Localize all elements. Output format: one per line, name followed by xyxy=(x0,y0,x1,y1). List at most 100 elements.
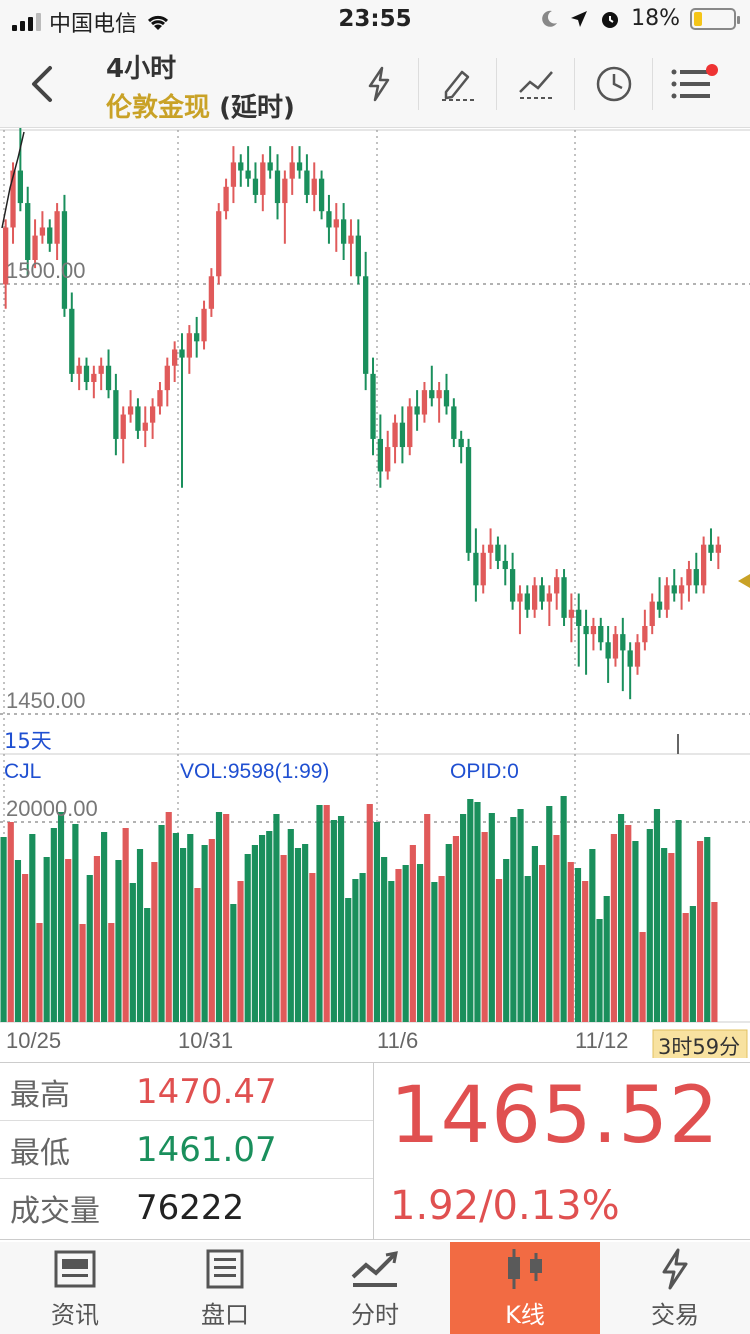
candle-body xyxy=(201,308,207,342)
chevron-left-icon xyxy=(32,66,52,102)
candle-body xyxy=(429,390,435,399)
tab-timeshare[interactable]: 分时 xyxy=(300,1242,450,1334)
current-price: 1465.52 xyxy=(390,1071,720,1161)
candle-body xyxy=(10,170,16,228)
price-label-1450: 1450.00 xyxy=(6,688,86,713)
candle-body xyxy=(91,373,97,382)
volume-bar xyxy=(495,879,503,1022)
volume-bar xyxy=(215,812,223,1022)
current-price-marker xyxy=(738,574,750,588)
trade-icon xyxy=(662,1248,688,1289)
candle-body xyxy=(612,634,619,659)
volume-bar xyxy=(129,883,136,1022)
volume-bar xyxy=(115,860,122,1022)
candle-body xyxy=(149,406,156,423)
candle-body xyxy=(17,170,24,204)
candle-body xyxy=(509,569,516,602)
candle-body xyxy=(296,162,303,171)
volume-bar xyxy=(416,864,424,1022)
instrument-label: 伦敦金现 xyxy=(106,93,211,123)
volume-bar xyxy=(531,846,538,1022)
candle-body xyxy=(245,170,251,179)
candle-body xyxy=(120,414,126,439)
candle-body xyxy=(127,406,134,415)
notification-dot xyxy=(706,64,718,76)
volume-bar xyxy=(460,814,467,1022)
volume-axis-label: 20000.00 xyxy=(6,796,98,821)
high-value: 1470.47 xyxy=(136,1071,277,1112)
trend-line-button[interactable] xyxy=(496,58,574,110)
candle-body xyxy=(363,276,369,374)
candle-body xyxy=(252,178,259,195)
candle-body xyxy=(532,585,538,610)
tab-trade[interactable]: 交易 xyxy=(600,1242,750,1334)
volume-bar xyxy=(237,881,244,1022)
volume-bar xyxy=(668,853,675,1022)
clock-icon xyxy=(596,66,631,102)
menu-button[interactable] xyxy=(652,58,730,110)
candle-body xyxy=(693,569,699,586)
candle-body xyxy=(377,438,384,472)
tab-timeshare-label: 分时 xyxy=(351,1300,399,1329)
kline-chart[interactable]: 1500.00 1450.00 15天 CJL VOL:9598(1:99) O… xyxy=(0,113,750,1061)
candle-body xyxy=(348,235,354,244)
volume-bar xyxy=(481,832,488,1022)
candle-body xyxy=(473,552,479,586)
volume-bar xyxy=(208,839,215,1022)
volume-bar xyxy=(302,844,309,1022)
candle-body xyxy=(274,170,281,204)
volume-bar xyxy=(424,814,431,1022)
volume-bar xyxy=(696,841,704,1022)
volume-bar xyxy=(230,904,237,1022)
volume-bar xyxy=(165,812,172,1022)
volume-bar xyxy=(273,814,280,1022)
volume-bar xyxy=(546,806,553,1022)
candle-body xyxy=(634,642,641,667)
candlestick-chart-svg[interactable]: 1500.00 1450.00 15天 CJL VOL:9598(1:99) O… xyxy=(0,113,750,1061)
candle-body xyxy=(76,365,82,374)
candle-body xyxy=(157,390,163,407)
volume-bar xyxy=(323,805,330,1022)
volume-bar xyxy=(14,860,22,1022)
ma-line xyxy=(1,131,25,229)
tab-orderbook[interactable]: 盘口 xyxy=(150,1242,300,1334)
volume-bar xyxy=(488,813,495,1022)
lightning-button[interactable] xyxy=(340,58,418,110)
draw-button[interactable] xyxy=(418,58,496,110)
volume-bar xyxy=(86,875,93,1022)
candle-body xyxy=(179,349,185,358)
candle-body xyxy=(700,544,707,586)
candle-body xyxy=(113,390,119,439)
volume-bar xyxy=(402,865,409,1022)
volume-bar xyxy=(689,906,696,1022)
candle-body xyxy=(524,593,530,610)
volume-bar xyxy=(29,834,36,1022)
back-button[interactable] xyxy=(22,62,66,106)
indicator-label[interactable]: CJL xyxy=(4,760,41,783)
volume-bar xyxy=(244,854,251,1022)
candle-body xyxy=(502,560,508,570)
vol-label: VOL:9598(1:99) xyxy=(180,760,329,783)
location-icon xyxy=(571,10,588,27)
low-value: 1461.07 xyxy=(136,1129,277,1170)
volume-bar xyxy=(510,817,517,1022)
candle-body xyxy=(223,186,229,212)
orderbook-icon xyxy=(206,1249,244,1288)
wifi-icon xyxy=(147,15,169,30)
quote-info-panel: 最高 1470.47 最低 1461.07 成交量 76222 1465.52 … xyxy=(0,1062,750,1240)
tab-news[interactable]: 资讯 xyxy=(0,1242,150,1334)
volume-bar xyxy=(136,849,144,1022)
volume-bar xyxy=(617,814,625,1022)
candle-body xyxy=(238,162,244,171)
volume-bar xyxy=(151,862,158,1022)
candle-body xyxy=(370,373,376,439)
volume-bar xyxy=(452,836,460,1022)
volume-bar xyxy=(503,859,510,1022)
date-label: 10/31 xyxy=(178,1028,233,1053)
history-button[interactable] xyxy=(574,58,652,110)
menu-icon xyxy=(671,69,710,99)
volume-bar xyxy=(258,835,266,1022)
candle-body xyxy=(576,609,582,626)
tab-kline[interactable]: K线 xyxy=(450,1242,600,1334)
volume-bar xyxy=(352,879,359,1022)
